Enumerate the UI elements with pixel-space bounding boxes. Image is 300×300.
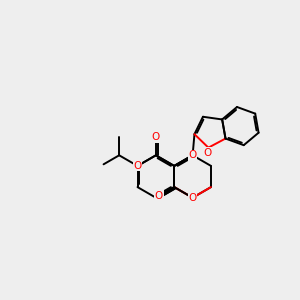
Text: O: O — [188, 150, 197, 160]
Text: O: O — [203, 148, 212, 158]
Text: O: O — [188, 193, 197, 203]
Text: O: O — [155, 191, 163, 201]
Text: O: O — [134, 161, 142, 171]
Text: O: O — [152, 132, 160, 142]
